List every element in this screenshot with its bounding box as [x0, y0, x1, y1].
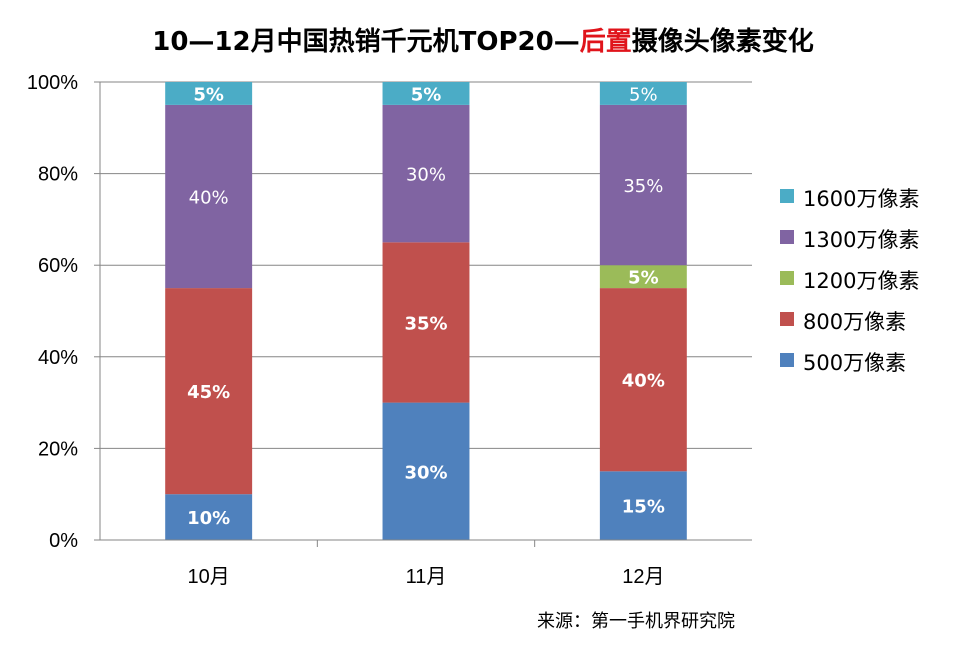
data-label: 5% [629, 84, 658, 105]
legend-swatch [780, 230, 794, 244]
chart-title-highlight: 后置 [580, 27, 632, 57]
data-label: 30% [406, 165, 446, 186]
data-label: 40% [622, 371, 665, 392]
data-label: 35% [623, 176, 663, 197]
data-label: 40% [189, 188, 229, 209]
data-label: 15% [622, 497, 665, 518]
data-label: 5% [411, 84, 442, 105]
y-tick-label: 80% [38, 164, 78, 186]
legend-swatch [780, 312, 794, 326]
legend-label: 500万像素 [803, 351, 906, 375]
source-note: 来源：第一手机界研究院 [537, 611, 735, 632]
bar-segment [382, 402, 470, 540]
data-label: 35% [404, 313, 447, 334]
bar-segment [382, 104, 470, 243]
bars: 10% 45% 40% 5% 30% 35% 30% 5% 15% 40% 5% 35% 5% [165, 82, 687, 540]
bar-segment [599, 82, 687, 105]
bar-segment [599, 471, 687, 540]
y-tick-label: 60% [38, 255, 78, 277]
chart-title-part2: 摄像头像素变化 [632, 26, 814, 57]
legend-label: 1300万像素 [803, 228, 919, 252]
legend-label: 1200万像素 [803, 269, 919, 293]
legend: 1600万像素 1300万像素 1200万像素 800万像素 500万像素 [780, 187, 919, 375]
data-label: 5% [628, 268, 659, 289]
bar-segment [599, 265, 687, 289]
data-label: 30% [404, 462, 447, 483]
bar-segment [599, 288, 687, 472]
data-label: 10% [187, 508, 230, 529]
legend-label: 1600万像素 [803, 187, 919, 211]
bar-segment [382, 242, 470, 403]
chart-title: 10—12月中国热销千元机TOP20—后置摄像头像素变化 [152, 26, 813, 57]
legend-swatch [780, 271, 794, 285]
x-tick-label: 12月 [622, 566, 664, 588]
bar-segment [165, 82, 253, 105]
bar-segment [382, 82, 470, 105]
data-label: 45% [187, 382, 230, 403]
x-tick-label: 10月 [188, 566, 230, 588]
y-tick-label: 40% [38, 347, 78, 369]
legend-label: 800万像素 [803, 310, 906, 334]
y-tick-label: 0% [49, 530, 78, 552]
bar-segment [165, 288, 253, 495]
chart-title-part1: 10—12月中国热销千元机TOP20— [152, 27, 579, 57]
bar-segment [165, 494, 253, 540]
legend-swatch [780, 189, 794, 203]
legend-swatch [780, 353, 794, 367]
axes: 0% 20% 40% 60% 80% 100% 10月 11月 12月 [27, 72, 752, 588]
y-tick-label: 20% [38, 438, 78, 460]
x-tick-label: 11月 [406, 566, 447, 588]
bar-segment [599, 104, 687, 266]
bar-segment [165, 104, 253, 289]
y-tick-label: 100% [27, 72, 78, 94]
data-label: 5% [193, 84, 224, 105]
